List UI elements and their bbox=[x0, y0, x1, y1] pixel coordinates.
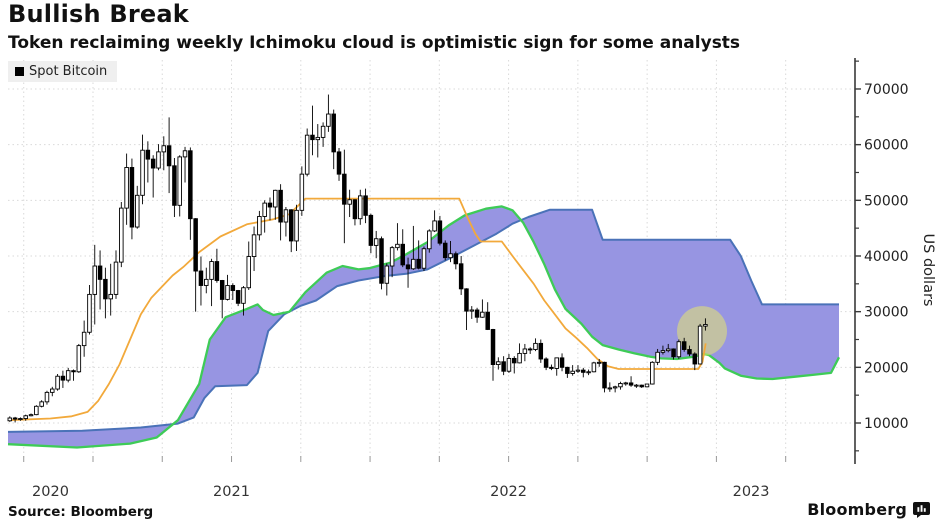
candles-layer bbox=[7, 94, 708, 423]
y-tick-label: 40000 bbox=[864, 249, 909, 265]
bloomberg-wordmark: Bloomberg bbox=[807, 500, 907, 519]
legend-swatch-icon bbox=[15, 67, 24, 76]
page-subtitle: Token reclaiming weekly Ichimoku cloud i… bbox=[8, 33, 741, 53]
y-axis: 10000 20000 30000 40000 50000 60000 70000 US do… bbox=[854, 58, 936, 464]
x-axis-ticks bbox=[23, 456, 856, 462]
bloomberg-logo-icon bbox=[913, 501, 930, 518]
page-title: Bullish Break bbox=[8, 0, 189, 28]
x-tick-label: 2020 bbox=[32, 484, 69, 500]
y-tick-label: 30000 bbox=[864, 305, 909, 321]
y-tick-label: 50000 bbox=[864, 193, 909, 209]
kijun-line bbox=[7, 197, 707, 422]
x-tick-label: 2023 bbox=[733, 484, 770, 500]
chart-legend: Spot Bitcoin bbox=[8, 61, 118, 82]
y-tick-label: 10000 bbox=[864, 416, 909, 432]
senkou-a-line bbox=[7, 205, 841, 449]
y-tick-label: 60000 bbox=[864, 138, 909, 154]
legend-label: Spot Bitcoin bbox=[29, 64, 108, 79]
source-note: Source: Bloomberg bbox=[8, 504, 154, 520]
y-axis-title: US dollars bbox=[920, 234, 936, 307]
x-axis-labels: 2020 2021 2022 2023 bbox=[32, 484, 769, 500]
y-tick-label: 70000 bbox=[864, 82, 909, 98]
x-tick-label: 2021 bbox=[213, 484, 250, 500]
y-tick-label: 20000 bbox=[864, 360, 909, 376]
x-tick-label: 2022 bbox=[490, 484, 527, 500]
bloomberg-branding: Bloomberg bbox=[807, 500, 930, 519]
